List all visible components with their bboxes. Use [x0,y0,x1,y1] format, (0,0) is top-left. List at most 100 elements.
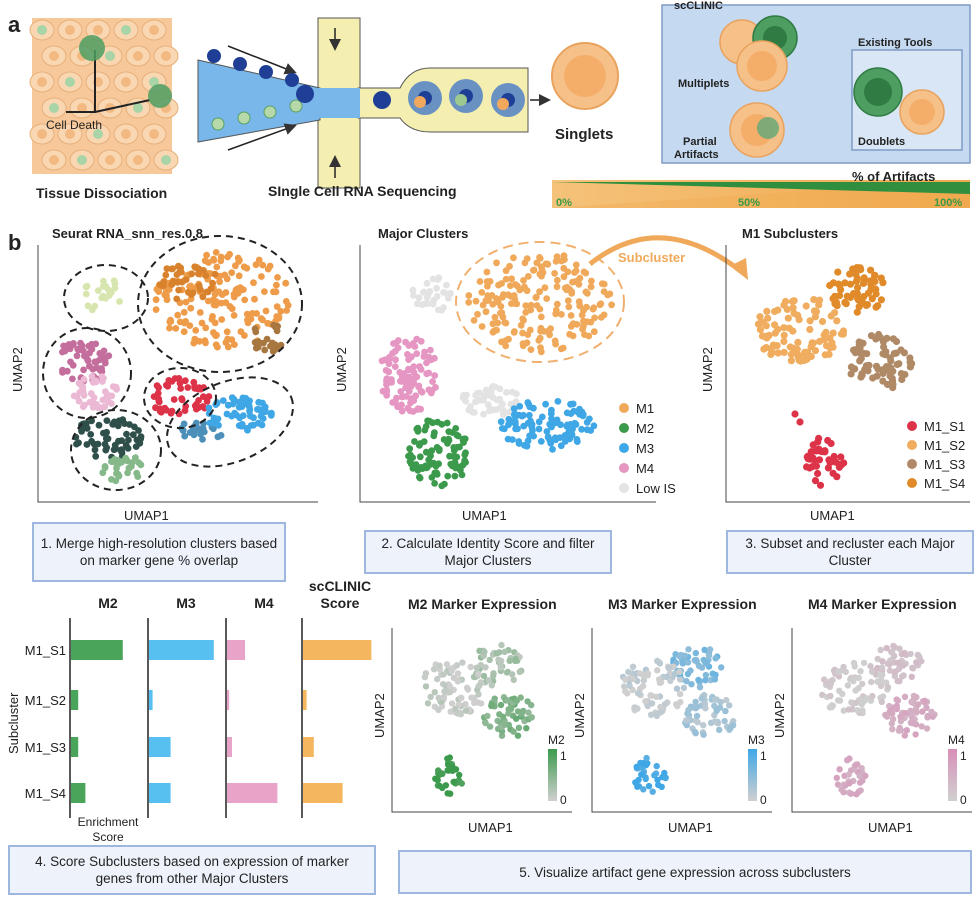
cell-point [643,754,650,762]
cell-point [459,659,466,666]
cell-point [434,777,441,784]
cell-point [636,670,644,677]
cell-point [676,653,683,660]
cell-point [429,378,436,385]
cell-point [162,271,170,279]
cell-point [895,727,903,734]
cell-point [241,296,249,304]
umap2-label-1: UMAP2 [10,347,25,392]
cell-nucleus [49,103,59,113]
cell-point [217,257,225,265]
cell-point [450,444,458,451]
cell-point [83,282,91,290]
cell-point [422,683,430,690]
cell-point [553,283,561,291]
cell-point [711,718,718,725]
color-scale-bar [548,749,557,801]
cell-point [500,411,507,418]
cell-point [701,700,709,708]
cell-point [814,469,822,478]
cell-point [819,691,826,699]
legend-dot [907,478,917,488]
cell-point [125,464,133,472]
cell-point [420,288,428,296]
cell-point [763,307,771,315]
cell-point [852,270,860,278]
cell-point [115,417,123,425]
cell-point [201,337,209,344]
cell-point [181,377,189,385]
cell-point [392,339,400,347]
cell-point [833,317,841,325]
cell-point [854,294,862,302]
cell-point [66,345,74,353]
cell-point [851,365,859,373]
cell-point [835,673,843,680]
cell-point [821,676,828,683]
cell-point [172,325,180,332]
cell-point [676,676,684,683]
cell-point [548,406,555,414]
cell-point [861,365,869,374]
input-cell [263,105,277,119]
cell-point [237,286,245,294]
cell-nucleus [161,51,171,61]
cell-point [448,700,456,707]
cell-point [192,264,200,272]
cell-point [859,707,866,714]
cell-point [512,425,519,433]
cell-point [176,268,184,276]
cell-point [826,344,834,352]
cell-point [228,269,236,277]
cell-point [567,312,575,319]
bar-category-label: M1_S1 [25,643,66,658]
cell-point [824,681,832,688]
cell-point [175,262,182,270]
cell-point [488,701,495,708]
cell-point [444,472,452,480]
cell-point [511,300,519,307]
cell-nucleus [149,25,159,35]
cell-point [482,719,489,727]
cell-point [729,722,737,729]
cell-point [100,429,107,437]
cell-point [417,337,425,345]
tissue-illustration: Cell Death [29,18,179,174]
cell-point [693,703,701,711]
cell-point [872,303,880,311]
cell-point [448,667,455,675]
bar [303,640,372,660]
cell-point [404,404,412,412]
cell-point [82,290,90,298]
cell-point [406,451,414,459]
cell-point [767,350,775,358]
cell-point [261,407,269,414]
cell-point [826,459,834,467]
cell-point [723,696,730,704]
cell-point [878,698,885,705]
cell-point [111,441,119,449]
merge-outlines [42,235,303,491]
cell-point [496,385,504,393]
cell-point [476,647,483,654]
cell-point [726,702,733,709]
cell-point [897,713,904,720]
cell-point [478,323,486,330]
cell-point [450,778,457,786]
cell-point [178,395,186,402]
cell-point [700,722,707,729]
cell-nucleus [105,51,115,61]
cell-point [157,408,165,416]
cell-point [924,714,931,721]
cell-point [255,338,262,346]
cell-point [228,305,236,313]
cell-point [462,397,470,405]
cell-point [912,731,919,738]
cell-point [215,421,222,429]
cell-point [847,370,855,378]
color-scale-title: M2 [548,733,565,747]
cell-point [99,378,106,385]
expression-umap2: UMAP2 [772,693,787,738]
cell-nucleus [105,155,115,165]
cell-point [453,662,461,669]
